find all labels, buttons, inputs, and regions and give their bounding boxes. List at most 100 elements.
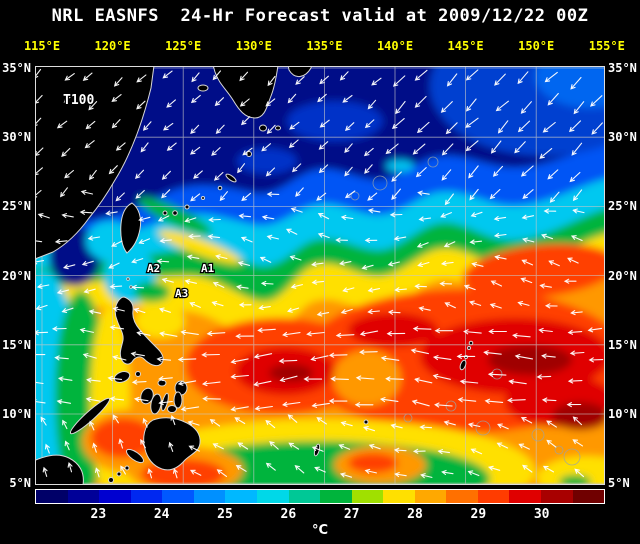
vector-arrow bbox=[235, 465, 247, 472]
vector-arrow bbox=[483, 350, 502, 356]
vector-arrow bbox=[234, 417, 246, 425]
mindoro bbox=[113, 371, 131, 383]
vector-arrow bbox=[261, 214, 275, 220]
vector-arrow bbox=[572, 439, 584, 447]
lat-tick-label: 35°N bbox=[608, 61, 637, 75]
colorbar-unit: °C bbox=[311, 523, 329, 538]
lon-tick-label: 135°E bbox=[306, 39, 343, 53]
vector-arrow bbox=[94, 467, 100, 478]
vector-arrow bbox=[471, 262, 484, 268]
vector-arrow bbox=[136, 330, 151, 336]
vector-arrow bbox=[287, 414, 298, 423]
vector-arrow bbox=[465, 98, 477, 112]
vector-arrow bbox=[136, 100, 146, 110]
vector-arrow bbox=[115, 142, 126, 151]
vector-arrow bbox=[79, 209, 93, 215]
vector-arrow bbox=[367, 192, 378, 201]
vector-arrow bbox=[180, 406, 200, 412]
vector-arrow bbox=[166, 142, 177, 151]
vector-arrow bbox=[212, 281, 225, 288]
colorbar-cell bbox=[509, 490, 541, 503]
vector-arrow bbox=[239, 71, 249, 82]
vector-arrow bbox=[432, 355, 452, 361]
vector-arrow bbox=[156, 356, 172, 362]
lat-tick-label: 20°N bbox=[608, 268, 637, 283]
vector-arrow bbox=[342, 94, 353, 103]
lat-tick-label: 20°N bbox=[2, 268, 31, 283]
china-coast bbox=[35, 66, 155, 260]
vector-arrow bbox=[35, 238, 43, 243]
vector-arrow bbox=[316, 192, 327, 201]
station-label-t100: T100 bbox=[63, 93, 94, 108]
vector-arrow bbox=[82, 72, 93, 81]
vector-arrow bbox=[56, 289, 70, 295]
negros bbox=[150, 393, 162, 415]
lat-tick-label: 10°N bbox=[608, 407, 637, 421]
vector-arrow bbox=[359, 330, 379, 337]
vector-arrow bbox=[92, 442, 98, 453]
vector-arrow bbox=[83, 288, 96, 294]
vector-arrow bbox=[64, 169, 74, 179]
vector-arrow bbox=[574, 468, 585, 478]
yap bbox=[363, 419, 369, 425]
vector-arrow bbox=[380, 355, 400, 361]
vector-arrow bbox=[591, 122, 603, 135]
vector-arrow bbox=[538, 327, 553, 334]
colorbar-tick-label: 24 bbox=[153, 507, 170, 522]
vector-arrow bbox=[177, 380, 197, 386]
vector-arrow bbox=[161, 170, 171, 180]
vector-arrow bbox=[363, 426, 376, 432]
sst-map-svg: T100 A2 A1 A3 bbox=[35, 66, 605, 485]
vector-arrow bbox=[60, 187, 68, 198]
vector-arrow bbox=[290, 283, 303, 289]
coastlines bbox=[35, 66, 474, 485]
vector-arrow bbox=[51, 326, 67, 332]
vector-arrow bbox=[490, 280, 503, 287]
vector-arrow bbox=[266, 124, 276, 135]
vector-arrow bbox=[207, 234, 221, 240]
vector-arrow bbox=[330, 376, 349, 382]
vector-arrow bbox=[443, 241, 456, 248]
vector-arrow bbox=[142, 121, 152, 131]
vector-arrow bbox=[432, 373, 451, 380]
vector-arrow bbox=[88, 309, 102, 315]
lon-tick-label: 150°E bbox=[518, 39, 555, 53]
vector-arrow bbox=[35, 304, 48, 311]
vector-arrow bbox=[364, 164, 373, 174]
vector-arrow bbox=[190, 124, 200, 135]
vector-arrow bbox=[542, 465, 555, 473]
vector-arrow bbox=[266, 191, 280, 197]
vector-arrow bbox=[566, 402, 582, 408]
vector-arrow bbox=[418, 306, 431, 312]
leyte bbox=[173, 391, 183, 409]
vector-arrow bbox=[35, 68, 42, 79]
vector-arrow bbox=[539, 283, 552, 289]
vector-arrow bbox=[156, 258, 170, 264]
lon-tick-label: 140°E bbox=[376, 39, 414, 53]
vector-arrow bbox=[544, 303, 558, 309]
vector-arrow bbox=[136, 74, 147, 83]
vector-arrow bbox=[339, 71, 349, 81]
vector-arrow bbox=[340, 308, 353, 315]
vector-arrow bbox=[522, 237, 535, 243]
station-label-a3: A3 bbox=[175, 287, 188, 300]
vector-arrow bbox=[470, 448, 483, 455]
vector-arrow bbox=[158, 307, 171, 313]
vector-arrow bbox=[191, 72, 200, 83]
vector-arrow bbox=[390, 423, 403, 429]
vector-arrow bbox=[253, 380, 272, 387]
colorbar-tick-label: 28 bbox=[407, 507, 423, 522]
vector-arrow bbox=[142, 417, 148, 428]
vector-arrow bbox=[260, 280, 274, 287]
vector-arrow bbox=[240, 236, 253, 243]
lon-tick-label: 130°E bbox=[235, 39, 272, 53]
vector-arrow bbox=[112, 306, 125, 312]
colorbar-cell bbox=[414, 490, 447, 503]
vector-arrow bbox=[508, 379, 527, 385]
vector-arrow bbox=[188, 233, 201, 239]
vector-arrow bbox=[588, 357, 604, 363]
vector-arrow bbox=[364, 468, 377, 474]
vector-arrow bbox=[147, 468, 153, 479]
vector-arrow bbox=[494, 73, 506, 86]
vector-arrow bbox=[569, 350, 585, 356]
